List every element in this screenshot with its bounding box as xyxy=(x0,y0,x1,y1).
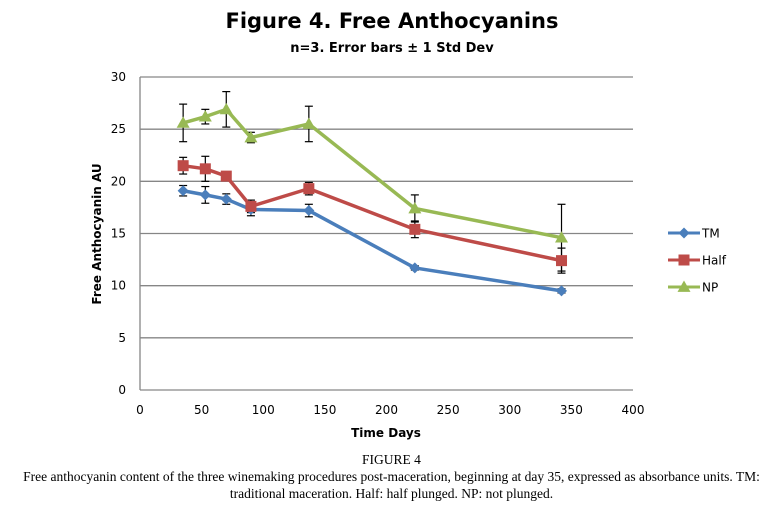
axes xyxy=(139,77,633,391)
data-point xyxy=(556,285,568,297)
x-tick-label: 50 xyxy=(194,403,209,417)
data-point xyxy=(409,223,421,235)
x-tick-label: 250 xyxy=(437,403,460,417)
series-tm xyxy=(177,185,568,297)
y-axis-label: Free Anthocyanin AU xyxy=(90,163,104,304)
data-point xyxy=(556,255,568,267)
chart-title: Figure 4. Free Anthocyanins xyxy=(225,9,558,33)
figure-caption-text: Free anthocyanin content of the three wi… xyxy=(23,469,760,501)
y-tick-label: 25 xyxy=(111,122,126,136)
x-tick-label: 150 xyxy=(313,403,336,417)
data-point xyxy=(244,131,258,143)
legend-marker xyxy=(678,254,690,266)
x-axis-label: Time Days xyxy=(351,426,421,440)
data-point xyxy=(220,193,232,205)
data-point xyxy=(199,163,211,175)
x-tick-label: 200 xyxy=(375,403,398,417)
x-tick-label: 300 xyxy=(498,403,521,417)
chart: Figure 4. Free Anthocyanins n=3. Error b… xyxy=(90,9,727,440)
legend-marker xyxy=(677,280,691,292)
data-point xyxy=(302,117,316,129)
data-point xyxy=(220,170,232,182)
y-tick-label: 5 xyxy=(118,331,126,345)
data-point xyxy=(408,201,422,214)
figure-caption-label: FIGURE 4 xyxy=(362,452,421,467)
legend-marker xyxy=(678,227,690,239)
series-half xyxy=(177,160,568,267)
legend-item-half: Half xyxy=(668,254,727,268)
chart-subtitle: n=3. Error bars ± 1 Std Dev xyxy=(290,41,494,56)
y-tick-label: 30 xyxy=(111,70,126,84)
legend-item-tm: TM xyxy=(668,227,720,241)
x-tick-label: 400 xyxy=(622,403,645,417)
data-point xyxy=(219,102,233,115)
x-tick-label: 100 xyxy=(252,403,275,417)
y-tick-label: 15 xyxy=(111,227,126,241)
legend-label: Half xyxy=(702,254,727,268)
series-line xyxy=(182,189,562,293)
gridlines xyxy=(140,76,633,339)
series-layer xyxy=(176,91,569,297)
y-tick-label: 20 xyxy=(111,174,126,188)
data-point xyxy=(409,262,421,274)
data-point xyxy=(176,116,190,128)
series-tm-errorbars xyxy=(179,184,566,294)
data-point xyxy=(199,189,211,201)
x-tick-labels: 0 50 100 150 200 250 300 350 400 xyxy=(136,403,644,417)
data-point xyxy=(177,160,189,172)
x-tick-label: 350 xyxy=(560,403,583,417)
series-np xyxy=(176,102,569,243)
y-tick-labels: 0 5 10 15 20 25 30 xyxy=(111,70,126,397)
legend-item-np: NP xyxy=(668,280,718,295)
y-tick-label: 0 xyxy=(118,383,126,397)
legend: TM Half NP xyxy=(668,227,727,295)
legend-label: TM xyxy=(701,227,720,241)
data-point xyxy=(177,185,189,197)
x-tick-label: 0 xyxy=(136,403,144,417)
data-point xyxy=(555,231,569,243)
data-point xyxy=(303,183,315,195)
y-tick-label: 10 xyxy=(111,279,126,293)
legend-label: NP xyxy=(702,281,718,295)
data-point xyxy=(303,205,315,217)
data-point xyxy=(198,110,212,122)
data-point xyxy=(245,200,257,212)
